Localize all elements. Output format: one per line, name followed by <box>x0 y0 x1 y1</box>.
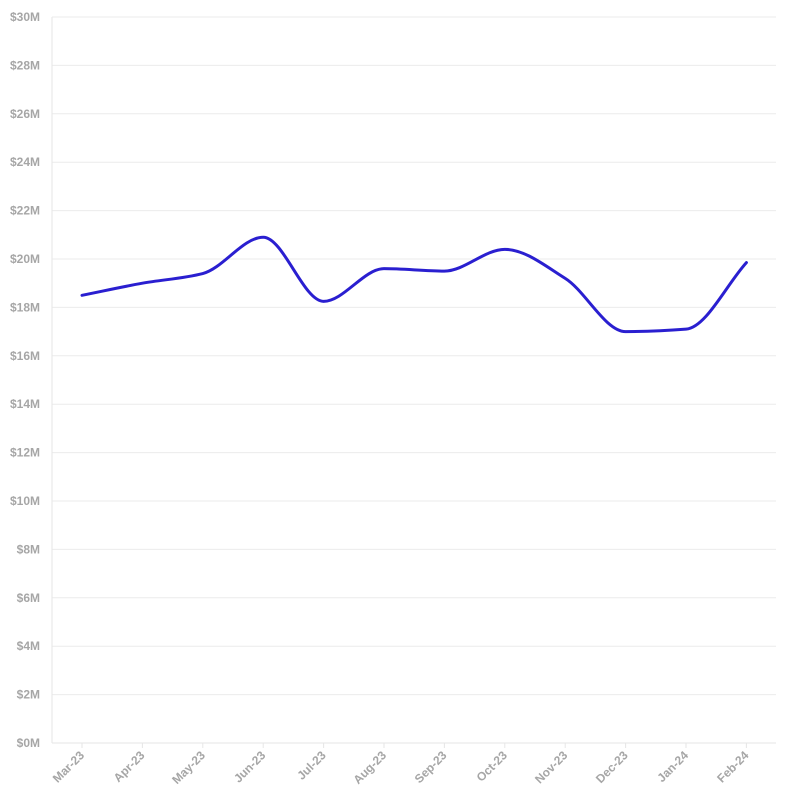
y-tick-label: $18M <box>10 300 40 314</box>
x-tick-label: Feb-24 <box>714 748 751 785</box>
y-tick-label: $26M <box>10 107 40 121</box>
y-tick-label: $24M <box>10 155 40 169</box>
grid-layer <box>51 16 776 748</box>
y-tick-label: $0M <box>17 736 40 750</box>
x-tick-label: Jun-23 <box>231 748 268 785</box>
x-tick-label: Nov-23 <box>532 748 570 786</box>
y-tick-label: $22M <box>10 204 40 218</box>
y-tick-label: $30M <box>10 10 40 24</box>
x-tick-label: Jan-24 <box>654 748 691 785</box>
y-tick-label: $20M <box>10 252 40 266</box>
y-tick-labels: $0M $2M $4M $6M $8M $10M $12M $14M $16M $18M $20M $… <box>10 10 40 750</box>
y-tick-label: $8M <box>17 542 40 556</box>
y-tick-label: $16M <box>10 349 40 363</box>
y-tick-label: $12M <box>10 446 40 460</box>
x-tick-label: Oct-23 <box>474 748 511 785</box>
y-tick-label: $10M <box>10 494 40 508</box>
x-tick-label: May-23 <box>169 748 208 787</box>
y-tick-label: $28M <box>10 58 40 72</box>
x-tick-label: Dec-23 <box>593 748 631 786</box>
series-layer <box>80 235 748 334</box>
y-tick-label: $6M <box>17 591 40 605</box>
x-tick-label: Sep-23 <box>412 748 450 786</box>
y-tick-label: $4M <box>17 639 40 653</box>
y-tick-label: $2M <box>17 688 40 702</box>
x-tick-label: Apr-23 <box>111 748 148 785</box>
x-tick-labels: Mar-23 Apr-23 May-23 Jun-23 Jul-23 Aug-23 Sep-… <box>50 748 752 787</box>
x-tick-label: Jul-23 <box>294 748 329 783</box>
series-line <box>80 235 748 334</box>
x-tick-label: Aug-23 <box>350 748 389 787</box>
y-tick-label: $14M <box>10 397 40 411</box>
x-tick-label: Mar-23 <box>50 748 87 785</box>
